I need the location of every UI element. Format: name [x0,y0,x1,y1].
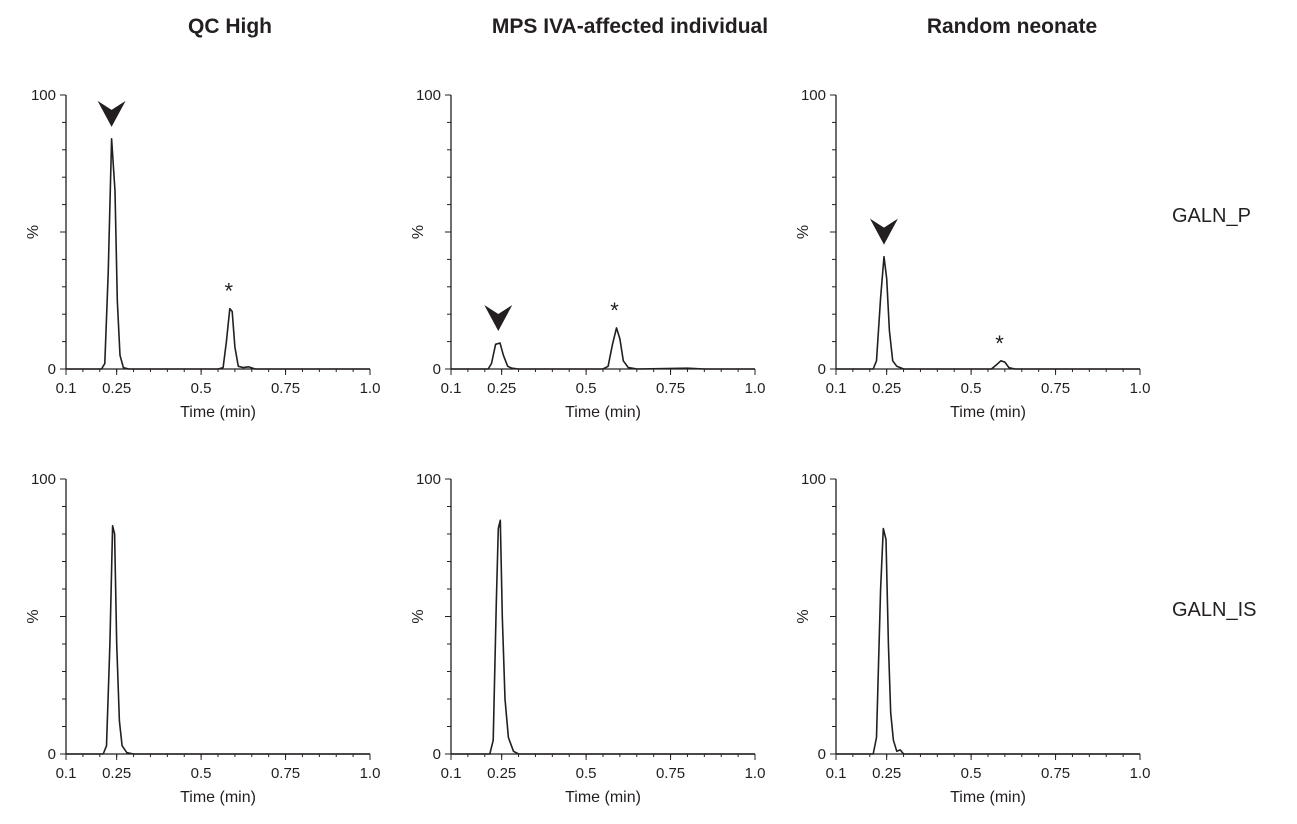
x-tick-label: 1.0 [745,765,766,782]
y-tick-label: 100 [416,87,441,104]
x-tick-label: 0.75 [271,380,300,397]
chromatogram-trace [836,255,1140,370]
y-axis-title: % [25,225,42,239]
x-tick-label: 0.25 [487,765,516,782]
x-tick-label: 0.5 [191,765,212,782]
x-tick-label: 0.5 [961,380,982,397]
x-tick-label: 0.25 [487,380,516,397]
x-axis-title: Time (min) [180,404,256,421]
y-tick-label: 0 [48,361,56,378]
x-tick-label: 0.5 [191,380,212,397]
x-tick-label: 0.5 [576,765,597,782]
column-title-mps-iva: MPS IVA-affected individual [492,15,768,38]
x-axis-title: Time (min) [180,789,256,806]
peak-arrowhead-icon [97,100,126,127]
x-tick-label: 0.1 [56,765,77,782]
x-axis-title: Time (min) [565,404,641,421]
y-axis-title: % [795,225,812,239]
chart-panel: 0 100% 0.1 0.25 0.5 0.75 1.0 Time (min) * [795,87,1150,421]
x-tick-label: 0.75 [1041,765,1070,782]
x-tick-label: 0.75 [271,765,300,782]
x-tick-label: 0.75 [1041,380,1070,397]
x-tick-label: 0.25 [102,765,131,782]
y-axis-title: % [410,609,427,623]
x-tick-label: 0.1 [441,380,462,397]
x-tick-label: 0.5 [576,380,597,397]
x-tick-label: 0.25 [872,765,901,782]
chart-panel: 0 100% 0.1 0.25 0.5 0.75 1.0 Time (min) [410,471,765,806]
chart-panel: 0 100% 0.1 0.25 0.5 0.75 1.0 Time (min) [25,471,380,806]
row-label-galn-is: GALN_IS [1172,599,1256,621]
x-axis-title: Time (min) [950,789,1026,806]
peak-asterisk: * [995,331,1004,356]
peak-asterisk: * [225,279,234,304]
peak-arrowhead-icon [869,218,898,245]
peak-asterisk: * [610,298,619,323]
chromatogram-trace [66,138,370,370]
y-tick-label: 0 [433,746,441,763]
y-tick-label: 100 [416,471,441,488]
y-tick-label: 0 [48,746,56,763]
chromatogram-trace [451,519,755,755]
x-tick-label: 0.1 [826,765,847,782]
chromatogram-trace [836,527,1140,755]
chart-panel: 0 100% 0.1 0.25 0.5 0.75 1.0 Time (min) [795,471,1150,806]
row-label-galn-p: GALN_P [1172,205,1251,227]
chromatogram-trace [451,327,755,370]
y-tick-label: 0 [433,361,441,378]
x-tick-label: 1.0 [1130,765,1151,782]
x-tick-label: 0.25 [102,380,131,397]
x-tick-label: 0.1 [56,380,77,397]
x-tick-label: 1.0 [745,380,766,397]
x-tick-label: 0.25 [872,380,901,397]
y-tick-label: 100 [31,87,56,104]
y-tick-label: 0 [818,361,826,378]
y-axis-title: % [410,225,427,239]
column-title-qc-high: QC High [188,15,272,38]
x-tick-label: 0.1 [826,380,847,397]
x-tick-label: 1.0 [360,380,381,397]
y-axis-title: % [25,609,42,623]
y-tick-label: 0 [818,746,826,763]
x-tick-label: 1.0 [360,765,381,782]
y-axis-title: % [795,609,812,623]
chart-panel: 0 100% 0.1 0.25 0.5 0.75 1.0 Time (min) * [25,87,380,421]
x-axis-title: Time (min) [950,404,1026,421]
chart-panel: 0 100% 0.1 0.25 0.5 0.75 1.0 Time (min) * [410,87,765,421]
y-tick-label: 100 [801,87,826,104]
x-tick-label: 0.75 [656,765,685,782]
x-tick-label: 1.0 [1130,380,1151,397]
peak-arrowhead-icon [484,304,513,331]
x-tick-label: 0.5 [961,765,982,782]
column-title-random-neonate: Random neonate [927,15,1097,38]
y-tick-label: 100 [801,471,826,488]
panels: 0 100% 0.1 0.25 0.5 0.75 1.0 Time (min) * 0 100% 0.… [25,87,1150,806]
chromatogram-trace [66,525,370,755]
y-tick-label: 100 [31,471,56,488]
x-tick-label: 0.1 [441,765,462,782]
x-tick-label: 0.75 [656,380,685,397]
x-axis-title: Time (min) [565,789,641,806]
